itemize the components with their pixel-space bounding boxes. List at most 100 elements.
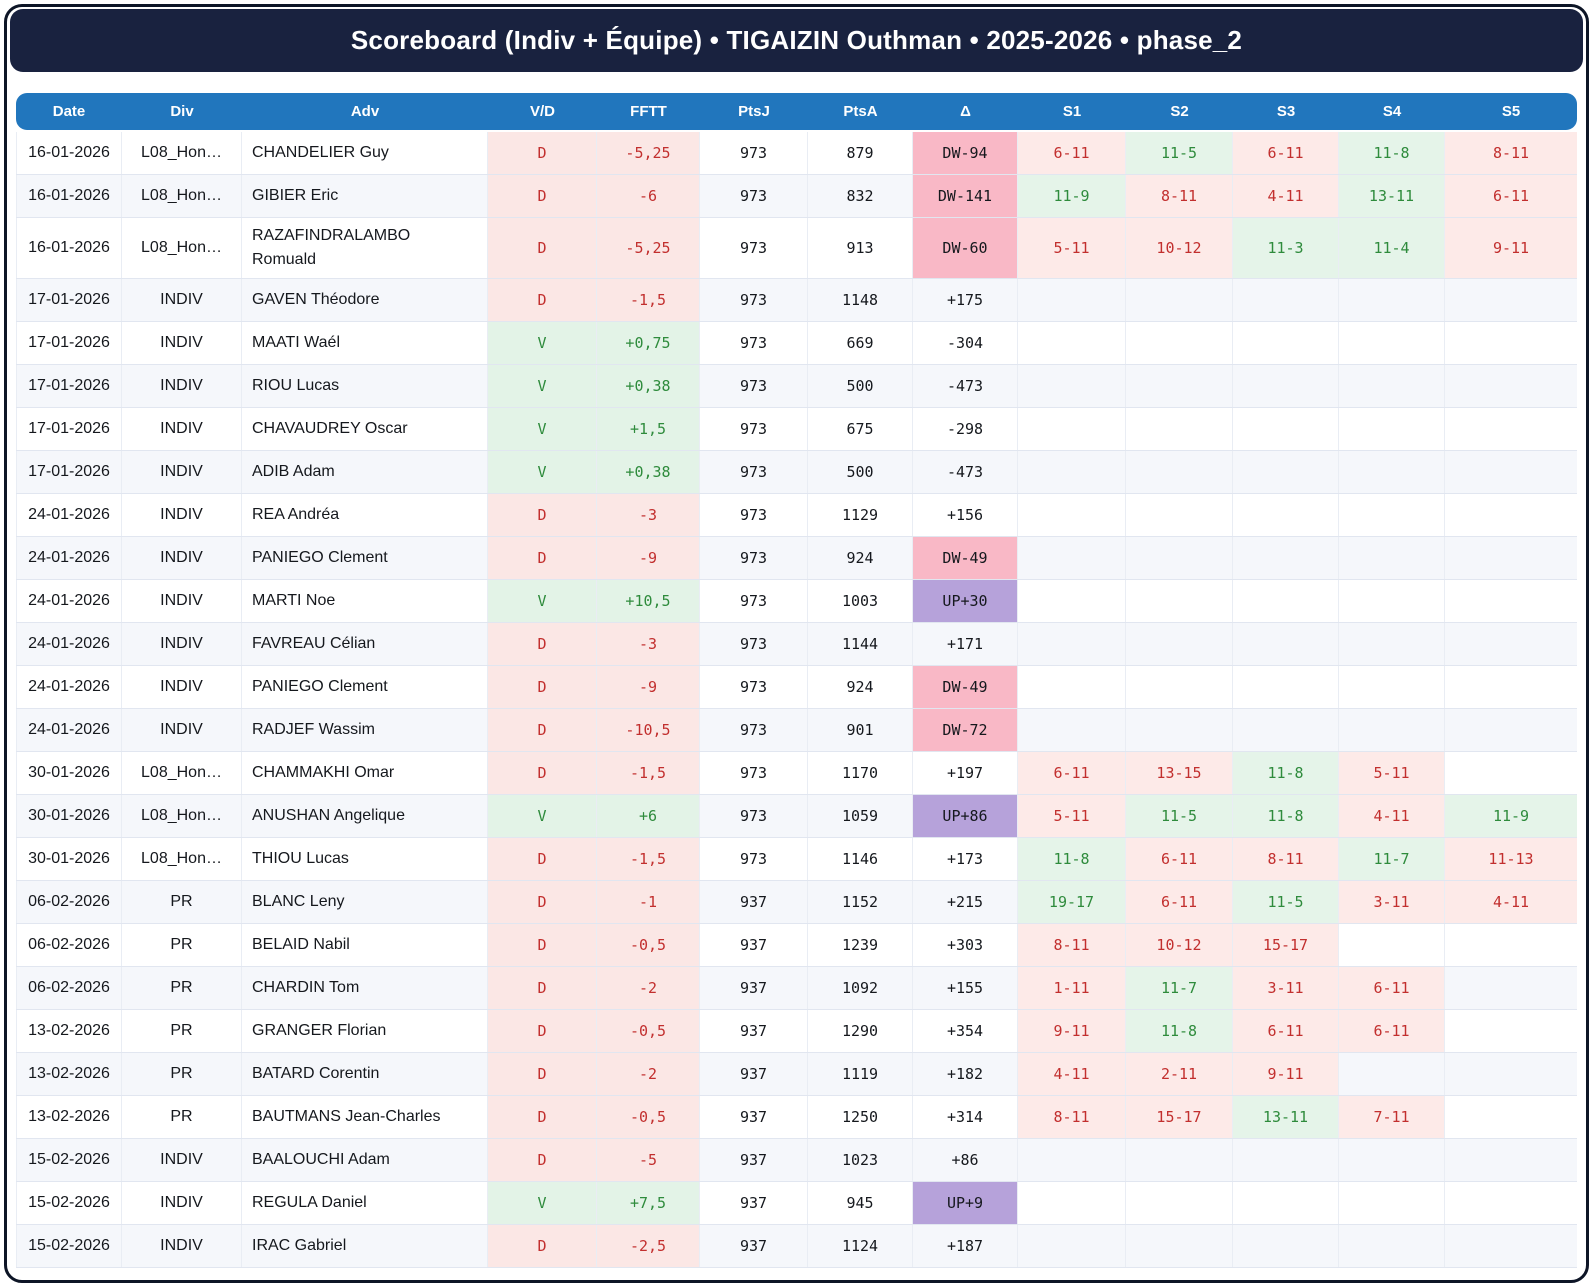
cell-set-5 (1445, 752, 1577, 794)
cell-set-1: 5-11 (1018, 218, 1126, 278)
cell-delta: DW-141 (913, 175, 1018, 217)
cell-vd: D (488, 666, 597, 708)
cell-fftt: -5,25 (597, 132, 700, 174)
cell-ptsj: 937 (700, 1139, 808, 1181)
cell-set-1 (1018, 279, 1126, 321)
cell-adv: RAZAFINDRALAMBO Romuald (242, 218, 488, 278)
cell-set-5 (1445, 967, 1577, 1009)
table-row: 15-02-2026 INDIV REGULA Daniel V +7,5 937 945 U… (16, 1182, 1577, 1225)
column-header-ptsa: PtsA (843, 103, 878, 120)
table-row: 30-01-2026 L08_Hon… THIOU Lucas D -1,5 973 114… (16, 838, 1577, 881)
cell-vd: D (488, 623, 597, 665)
cell-vd: D (488, 709, 597, 751)
cell-set-3 (1233, 623, 1339, 665)
cell-delta: +354 (913, 1010, 1018, 1052)
cell-set-3 (1233, 365, 1339, 407)
cell-set-4 (1339, 709, 1445, 751)
cell-set-5 (1445, 1096, 1577, 1138)
cell-adv: GRANGER Florian (242, 1010, 488, 1052)
cell-date: 24-01-2026 (16, 623, 122, 665)
cell-ptsa: 1119 (808, 1053, 913, 1095)
cell-set-2 (1126, 322, 1233, 364)
cell-date: 16-01-2026 (16, 132, 122, 174)
cell-set-4 (1339, 1182, 1445, 1224)
cell-fftt: -10,5 (597, 709, 700, 751)
table-row: 24-01-2026 INDIV PANIEGO Clement D -9 973 924 D… (16, 666, 1577, 709)
cell-ptsj: 973 (700, 494, 808, 536)
column-header-delta: Δ (960, 103, 971, 120)
cell-ptsa: 913 (808, 218, 913, 278)
cell-set-3: 8-11 (1233, 838, 1339, 880)
cell-ptsj: 973 (700, 795, 808, 837)
cell-ptsa: 832 (808, 175, 913, 217)
cell-adv: CHAMMAKHI Omar (242, 752, 488, 794)
cell-vd: D (488, 967, 597, 1009)
cell-ptsa: 1170 (808, 752, 913, 794)
cell-set-1 (1018, 623, 1126, 665)
cell-set-3: 4-11 (1233, 175, 1339, 217)
cell-set-4: 11-7 (1339, 838, 1445, 880)
cell-set-2: 11-5 (1126, 132, 1233, 174)
cell-set-2 (1126, 365, 1233, 407)
cell-div: PR (122, 1053, 242, 1095)
cell-ptsj: 973 (700, 666, 808, 708)
cell-set-1 (1018, 365, 1126, 407)
cell-set-2 (1126, 623, 1233, 665)
cell-vd: V (488, 365, 597, 407)
cell-set-3 (1233, 1225, 1339, 1267)
cell-div: INDIV (122, 623, 242, 665)
cell-ptsa: 901 (808, 709, 913, 751)
cell-adv: BAUTMANS Jean-Charles (242, 1096, 488, 1138)
cell-date: 17-01-2026 (16, 279, 122, 321)
cell-ptsj: 973 (700, 175, 808, 217)
cell-set-4: 3-11 (1339, 881, 1445, 923)
cell-set-4: 4-11 (1339, 795, 1445, 837)
cell-delta: -298 (913, 408, 1018, 450)
cell-set-2 (1126, 537, 1233, 579)
cell-adv: ADIB Adam (242, 451, 488, 493)
cell-set-5: 4-11 (1445, 881, 1577, 923)
cell-ptsj: 973 (700, 322, 808, 364)
cell-set-1: 6-11 (1018, 752, 1126, 794)
cell-vd: V (488, 580, 597, 622)
cell-date: 13-02-2026 (16, 1096, 122, 1138)
cell-delta: DW-94 (913, 132, 1018, 174)
cell-vd: D (488, 1010, 597, 1052)
cell-set-2: 11-8 (1126, 1010, 1233, 1052)
cell-set-4 (1339, 365, 1445, 407)
cell-delta: UP+86 (913, 795, 1018, 837)
cell-delta: DW-72 (913, 709, 1018, 751)
cell-date: 06-02-2026 (16, 881, 122, 923)
page-title: Scoreboard (Indiv + Équipe) • TIGAIZIN O… (350, 25, 1243, 55)
cell-vd: D (488, 838, 597, 880)
cell-div: INDIV (122, 322, 242, 364)
cell-delta: DW-49 (913, 666, 1018, 708)
cell-ptsa: 675 (808, 408, 913, 450)
cell-vd: D (488, 1139, 597, 1181)
cell-set-4 (1339, 1225, 1445, 1267)
cell-set-5 (1445, 1182, 1577, 1224)
cell-set-4 (1339, 322, 1445, 364)
cell-div: INDIV (122, 1139, 242, 1181)
cell-date: 16-01-2026 (16, 175, 122, 217)
cell-set-2 (1126, 1225, 1233, 1267)
cell-date: 24-01-2026 (16, 494, 122, 536)
cell-set-3: 11-8 (1233, 752, 1339, 794)
cell-set-3 (1233, 580, 1339, 622)
table-row: 13-02-2026 PR BATARD Corentin D -2 937 1119 +18… (16, 1053, 1577, 1096)
cell-delta: +156 (913, 494, 1018, 536)
cell-set-3: 3-11 (1233, 967, 1339, 1009)
cell-ptsj: 973 (700, 709, 808, 751)
cell-set-5 (1445, 1010, 1577, 1052)
cell-date: 13-02-2026 (16, 1010, 122, 1052)
cell-set-4 (1339, 451, 1445, 493)
cell-date: 24-01-2026 (16, 537, 122, 579)
cell-ptsj: 937 (700, 1010, 808, 1052)
cell-ptsj: 973 (700, 279, 808, 321)
cell-fftt: -0,5 (597, 1010, 700, 1052)
cell-div: PR (122, 1096, 242, 1138)
cell-set-2 (1126, 279, 1233, 321)
cell-ptsa: 924 (808, 537, 913, 579)
cell-date: 24-01-2026 (16, 666, 122, 708)
cell-set-3: 15-17 (1233, 924, 1339, 966)
